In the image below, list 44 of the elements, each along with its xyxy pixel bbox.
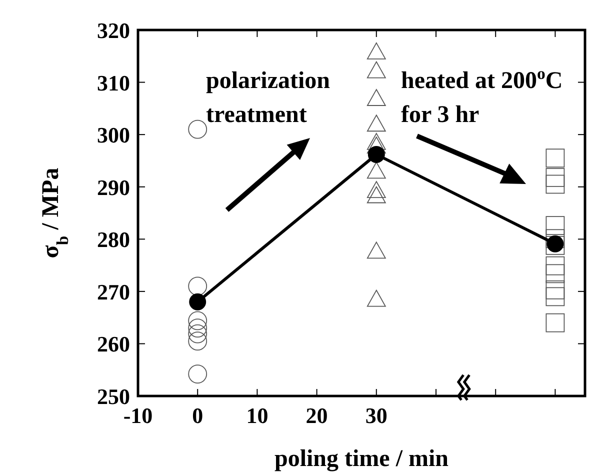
y-tick-label: 260	[97, 332, 130, 357]
point	[546, 229, 565, 248]
point	[546, 287, 565, 306]
y-tick-label: 270	[97, 279, 130, 304]
point	[188, 120, 208, 139]
point	[546, 313, 565, 332]
y-tick-label: 310	[97, 70, 130, 96]
point	[546, 168, 565, 187]
point	[546, 148, 565, 168]
point	[546, 256, 565, 276]
point	[189, 293, 206, 310]
point	[546, 280, 565, 300]
y-tick-label: 300	[97, 122, 130, 148]
point	[366, 61, 386, 78]
point	[188, 332, 208, 351]
point	[188, 364, 208, 384]
point	[366, 242, 386, 259]
point	[188, 276, 208, 296]
point	[546, 174, 565, 194]
x-axis-title: poling time / min	[274, 446, 449, 472]
point	[366, 42, 386, 60]
point	[366, 162, 386, 179]
y-tick-label: 320	[97, 18, 130, 43]
point	[546, 264, 565, 284]
point	[546, 216, 565, 235]
x-tick-label: 20	[306, 403, 328, 428]
point	[366, 136, 386, 154]
annotation: polarization treatment	[206, 68, 330, 128]
point	[368, 146, 385, 163]
point	[366, 114, 386, 132]
point	[366, 89, 386, 106]
x-tick-label: 30	[365, 403, 388, 428]
point	[366, 181, 386, 198]
text: heated at 200$^{o}$C for 3 hr	[401, 64, 563, 128]
point	[188, 324, 208, 344]
point	[188, 311, 208, 330]
y-tick-label: 290	[97, 174, 130, 200]
x-tick-label: 10	[246, 403, 268, 428]
point	[188, 318, 208, 338]
point	[366, 132, 386, 150]
point	[366, 290, 386, 307]
point	[366, 186, 386, 204]
x-tick-label: 0	[192, 403, 204, 428]
y-tick-label: 280	[97, 227, 130, 252]
